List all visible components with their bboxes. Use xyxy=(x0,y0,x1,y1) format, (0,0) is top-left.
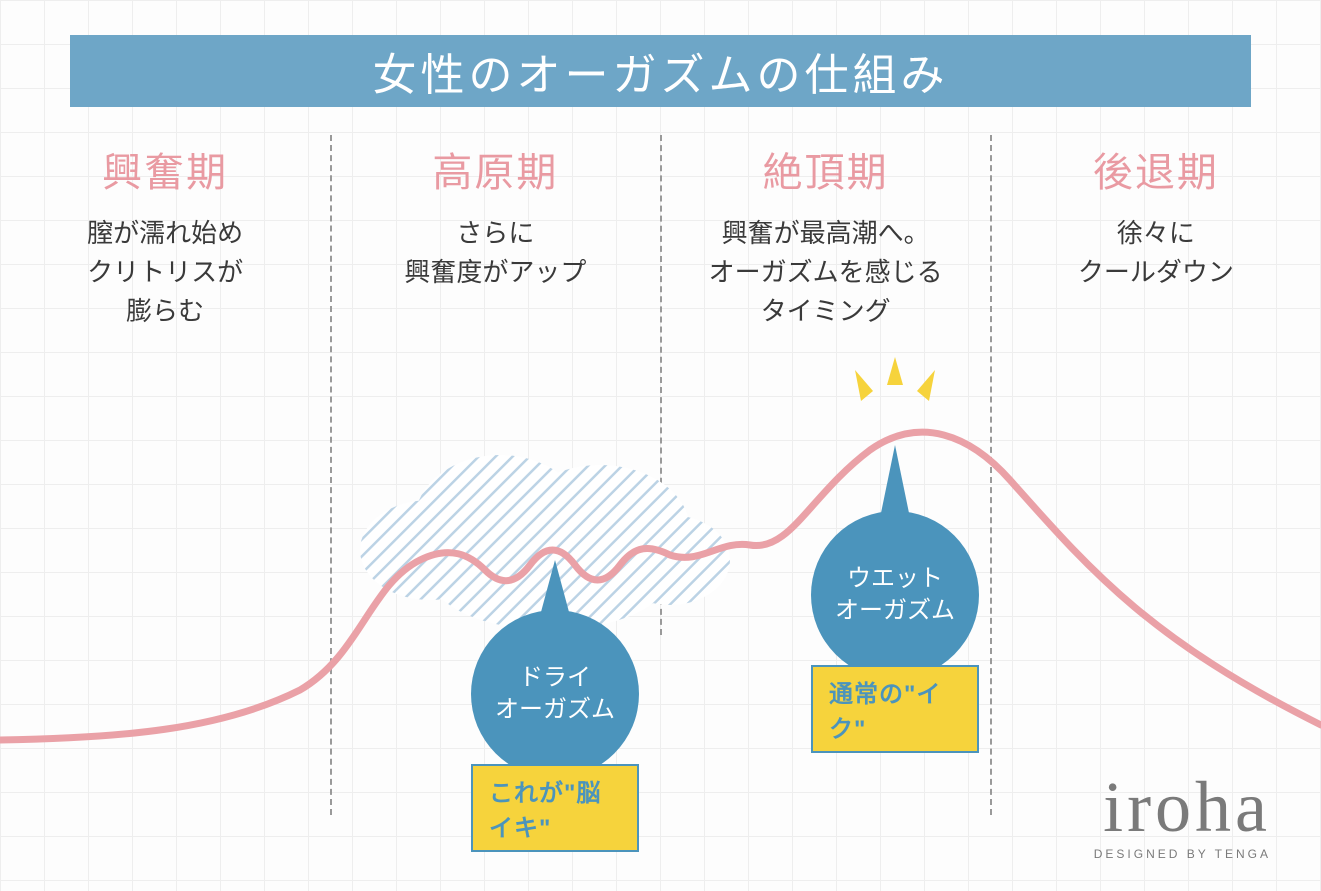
callout-line2: オーガズム xyxy=(835,595,955,627)
callout-dry-orgasm: ドライ オーガズム これが"脳イキ" xyxy=(471,560,639,852)
callout-bubble: ドライ オーガズム xyxy=(471,610,639,778)
climax-burst-icon xyxy=(855,357,935,401)
callout-pointer-icon xyxy=(881,445,909,513)
logo-subtext: DESIGNED BY TENGA xyxy=(1094,847,1271,861)
callout-line1: ドライ xyxy=(519,662,591,694)
response-curve-chart xyxy=(0,0,1321,891)
callout-line1: ウエット xyxy=(847,563,943,595)
brand-logo: iroha DESIGNED BY TENGA xyxy=(1094,771,1271,861)
callout-line2: オーガズム xyxy=(495,694,615,726)
callout-tag: これが"脳イキ" xyxy=(471,764,639,852)
callout-pointer-icon xyxy=(541,560,569,612)
callout-tag: 通常の"イク" xyxy=(811,665,979,753)
callout-wet-orgasm: ウエット オーガズム 通常の"イク" xyxy=(811,445,979,753)
callout-bubble: ウエット オーガズム xyxy=(811,511,979,679)
logo-text: iroha xyxy=(1094,771,1271,843)
